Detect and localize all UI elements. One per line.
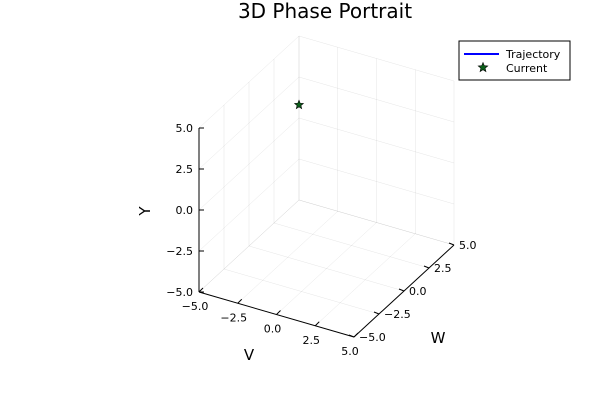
grid-line-side-z	[198, 199, 300, 293]
current-point-marker	[293, 99, 305, 110]
legend-current-star-icon	[477, 61, 489, 73]
grid-line-floor-y	[273, 222, 430, 269]
z-tick-label: 5.0	[176, 122, 194, 135]
y-tick-label: 0.0	[409, 285, 427, 298]
y-tick-label: 5.0	[459, 239, 477, 252]
grid-line-floor-x	[315, 233, 416, 326]
ticks-layer: −5.0−2.50.02.55.0−5.0−2.50.02.55.0−5.0−2…	[166, 122, 476, 358]
x-tick-mark	[276, 310, 281, 315]
y-tick-label: 2.5	[434, 262, 452, 275]
y-tick-mark	[348, 334, 355, 338]
grid-line-back-z	[298, 76, 455, 123]
legend-box	[458, 40, 571, 81]
y-tick-label: −2.5	[384, 308, 411, 321]
y-tick-mark	[373, 311, 380, 315]
x-tick-label: −2.5	[220, 311, 247, 324]
grid-line-floor-x	[276, 222, 377, 315]
grid-line-back-z	[298, 199, 455, 246]
grid-line-back-z	[298, 117, 455, 164]
x-tick-mark	[198, 287, 204, 293]
grid-line-side-z	[198, 35, 300, 129]
grid-line-side-z	[198, 158, 300, 252]
z-axis-label: Y	[136, 206, 154, 217]
x-tick-label: 0.0	[264, 323, 282, 336]
grid-line-floor-y	[298, 199, 455, 246]
legend-current-label: Current	[506, 62, 548, 75]
grid-line-side-z	[198, 76, 300, 170]
y-tick-mark	[398, 288, 405, 292]
grid-line-back-z	[298, 35, 455, 82]
data-layer	[293, 99, 305, 110]
grid-line-back-z	[298, 158, 455, 205]
legend-trajectory-label: Trajectory	[505, 48, 561, 61]
x-tick-label: −5.0	[182, 300, 209, 313]
x-tick-mark	[314, 321, 320, 327]
x-tick-label: 5.0	[341, 345, 359, 358]
grid-line-floor-x	[198, 199, 300, 293]
x-axis-label: V	[244, 346, 255, 364]
z-tick-label: −5.0	[166, 286, 193, 299]
y-tick-mark	[423, 265, 430, 269]
z-tick-label: 2.5	[176, 163, 194, 176]
x-tick-mark	[237, 298, 243, 304]
y-axis-label: W	[431, 329, 446, 347]
legend: Trajectory Current	[458, 40, 571, 81]
x-tick-mark	[353, 332, 359, 338]
grid-line-side-z	[198, 117, 300, 211]
grid-line-floor-y	[248, 245, 405, 292]
chart-title: 3D Phase Portrait	[238, 0, 412, 23]
z-tick-label: 0.0	[176, 204, 194, 217]
grid-line-floor-x	[237, 211, 338, 304]
y-tick-mark	[448, 242, 455, 246]
y-tick-label: −5.0	[359, 331, 386, 344]
axes-layer	[198, 127, 455, 338]
x-tick-label: 2.5	[303, 334, 321, 347]
grid-line-floor-y	[223, 268, 380, 315]
z-tick-label: −2.5	[166, 245, 193, 258]
